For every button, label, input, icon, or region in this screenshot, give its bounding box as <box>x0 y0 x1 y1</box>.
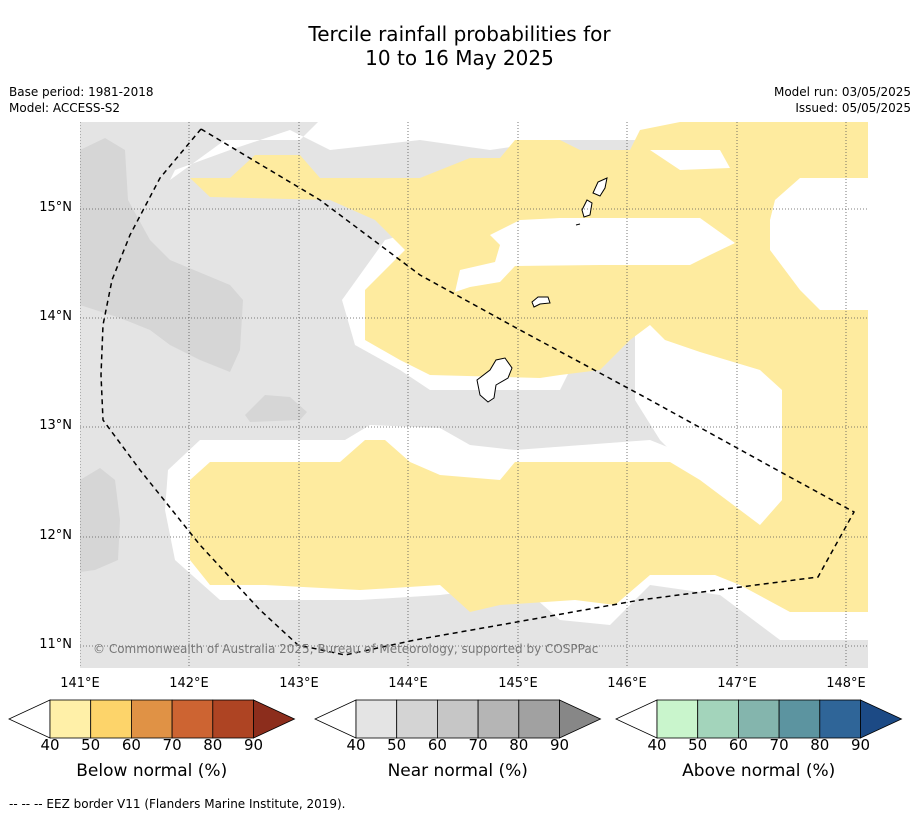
lon-tick-146e: 146°E <box>607 676 647 691</box>
meta-left: Base period: 1981-2018 Model: ACCESS-S2 <box>9 84 154 116</box>
colorbar-segment <box>171 699 214 739</box>
guam-island <box>476 357 513 403</box>
colorbar-tick-label: 40 <box>40 736 60 754</box>
colorbar-segment <box>819 699 861 739</box>
lon-tick-141e: 141°E <box>60 676 100 691</box>
colorbar-tick-label: 90 <box>549 736 570 754</box>
lon-tick-145e: 145°E <box>498 676 538 691</box>
colorbar-segment <box>90 699 132 739</box>
saipan-island <box>592 177 608 197</box>
lat-tick-13n: 13°N <box>39 418 72 433</box>
colorbar-tick-label: 70 <box>468 736 488 754</box>
chart-title: Tercile rainfall probabilities for 10 to… <box>0 22 919 70</box>
colorbar-segment <box>477 699 520 739</box>
colorbar-segment <box>778 699 821 739</box>
issued-date: Issued: 05/05/2025 <box>795 101 911 115</box>
white-band <box>650 150 730 170</box>
model-run: Model run: 03/05/2025 <box>773 85 911 99</box>
colorbar-extend-high <box>559 699 602 739</box>
below-normal-40-region <box>190 122 868 612</box>
colorbar-title: Near normal (%) <box>387 761 528 781</box>
colorbar-title: Below normal (%) <box>76 761 228 781</box>
colorbar-tick-label: 90 <box>850 736 871 754</box>
title-line-1: Tercile rainfall probabilities for <box>308 22 611 46</box>
near-normal-50-region <box>245 395 307 422</box>
gridlines <box>80 122 868 668</box>
colorbar-segment <box>738 699 780 739</box>
colorbar-segment <box>436 699 479 739</box>
model-name: Model: ACCESS-S2 <box>9 101 121 115</box>
rota-island <box>531 296 551 308</box>
colorbar-tick-label: 40 <box>346 736 366 754</box>
base-period: Base period: 1981-2018 <box>9 85 154 99</box>
colorbar-tick-label: 60 <box>121 736 141 754</box>
lon-tick-147e: 147°E <box>717 676 757 691</box>
colorbar-tick-label: 60 <box>427 736 447 754</box>
lat-tick-12n: 12°N <box>39 528 72 543</box>
colorbar-extend-low <box>8 699 51 739</box>
colorbar-tick-label: 50 <box>81 736 101 754</box>
near-normal-50-region <box>80 138 243 372</box>
colorbar-extend-high <box>253 699 296 739</box>
colorbar-segment <box>49 699 92 739</box>
colorbar-segment <box>212 699 254 739</box>
colorbar-tick-label: 80 <box>203 736 223 754</box>
colorbar-tick-label: 60 <box>728 736 748 754</box>
lat-tick-15n: 15°N <box>39 200 72 215</box>
colorbar-segment <box>355 699 398 739</box>
lat-tick-11n: 11°N <box>39 637 72 652</box>
colorbar-tick-label: 50 <box>387 736 407 754</box>
lon-tick-143e: 143°E <box>279 676 319 691</box>
colorbar-segment <box>130 699 173 739</box>
map-plot-area <box>80 122 868 668</box>
lon-tick-148e: 148°E <box>826 676 866 691</box>
lat-tick-14n: 14°N <box>39 309 72 324</box>
colorbars <box>8 699 903 739</box>
colorbar-title: Above normal (%) <box>682 761 836 781</box>
colorbar-segment <box>396 699 438 739</box>
aguijan-island <box>575 223 581 226</box>
colorbar-tick-label: 70 <box>162 736 182 754</box>
colorbar-tick-label: 80 <box>509 736 529 754</box>
eez-footer-note: -- -- -- EEZ border V11 (Flanders Marine… <box>9 797 346 811</box>
colorbar-segment <box>697 699 739 739</box>
near-normal-50-region <box>80 468 120 572</box>
colorbar-extend-low <box>615 699 658 739</box>
colorbar-tick-label: 90 <box>243 736 264 754</box>
title-line-2: 10 to 16 May 2025 <box>365 46 554 70</box>
colorbar-segment <box>518 699 560 739</box>
lon-tick-142e: 142°E <box>169 676 209 691</box>
colorbar-extend-low <box>314 699 357 739</box>
lon-tick-144e: 144°E <box>388 676 428 691</box>
colorbar-tick-label: 70 <box>769 736 789 754</box>
colorbar-extend-high <box>860 699 903 739</box>
colorbar-tick-label: 80 <box>810 736 830 754</box>
meta-right: Model run: 03/05/2025 Issued: 05/05/2025 <box>774 84 911 116</box>
colorbar-tick-label: 50 <box>688 736 708 754</box>
eez-border <box>100 128 856 656</box>
colorbar-tick-label: 40 <box>647 736 667 754</box>
copyright-text: © Commonwealth of Australia 2025, Bureau… <box>93 642 598 656</box>
colorbar-segment <box>656 699 699 739</box>
